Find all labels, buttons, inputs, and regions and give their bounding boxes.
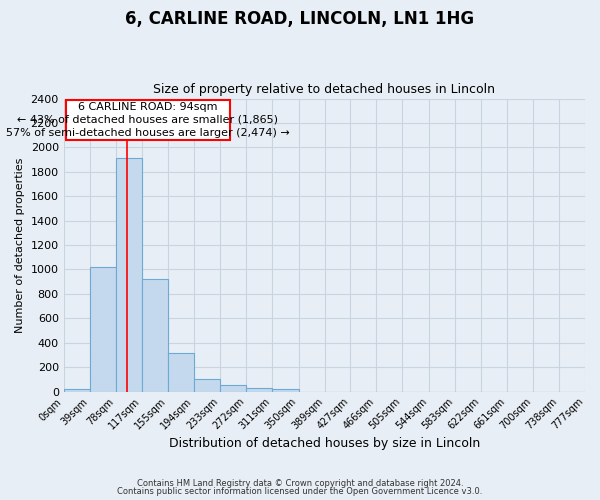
Text: 6 CARLINE ROAD: 94sqm: 6 CARLINE ROAD: 94sqm	[78, 102, 218, 112]
Bar	[142, 280, 167, 392]
Text: Contains HM Land Registry data © Crown copyright and database right 2024.: Contains HM Land Registry data © Crown c…	[137, 478, 463, 488]
Title: Size of property relative to detached houses in Lincoln: Size of property relative to detached ho…	[154, 83, 496, 96]
Bar	[194, 379, 220, 392]
X-axis label: Distribution of detached houses by size in Lincoln: Distribution of detached houses by size …	[169, 437, 480, 450]
Text: 6, CARLINE ROAD, LINCOLN, LN1 1HG: 6, CARLINE ROAD, LINCOLN, LN1 1HG	[125, 10, 475, 28]
Text: 57% of semi-detached houses are larger (2,474) →: 57% of semi-detached houses are larger (…	[6, 128, 290, 138]
Bar	[272, 389, 299, 392]
Text: ← 43% of detached houses are smaller (1,865): ← 43% of detached houses are smaller (1,…	[17, 115, 278, 125]
Bar	[116, 158, 142, 392]
Bar	[90, 267, 116, 392]
Y-axis label: Number of detached properties: Number of detached properties	[15, 158, 25, 333]
Bar	[64, 388, 90, 392]
Bar	[167, 352, 194, 392]
Bar	[220, 386, 246, 392]
Bar	[246, 388, 272, 392]
Text: Contains public sector information licensed under the Open Government Licence v3: Contains public sector information licen…	[118, 487, 482, 496]
